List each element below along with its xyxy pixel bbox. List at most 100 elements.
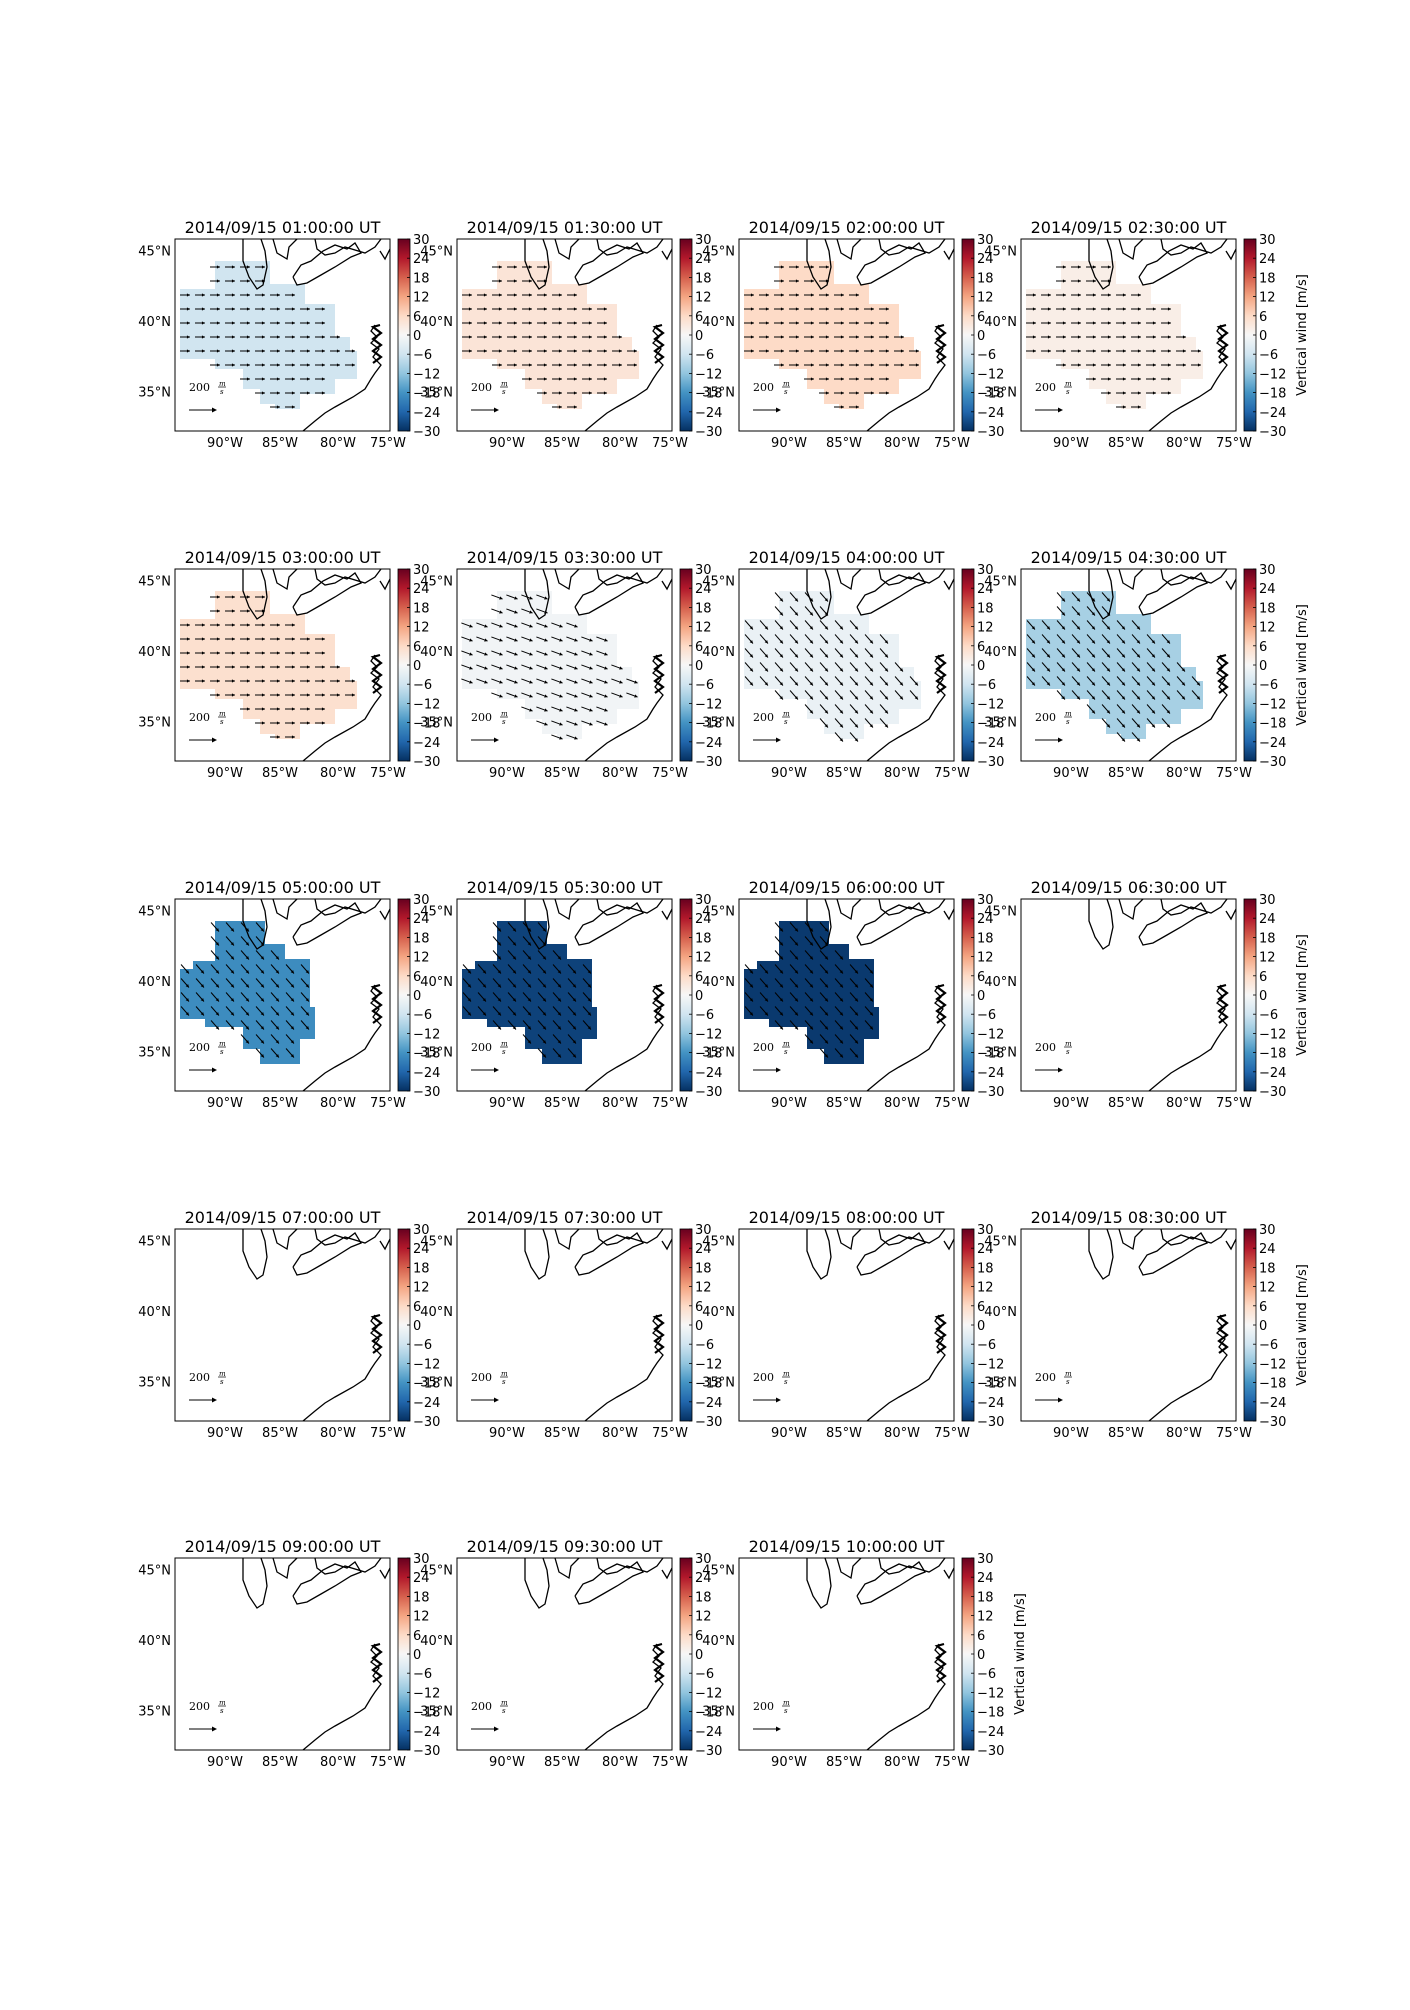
wind-arrow-head bbox=[543, 307, 547, 311]
wind-arrow-head bbox=[499, 666, 503, 670]
wind-arrow-head bbox=[483, 335, 487, 339]
colorbar-tick-label: 24 bbox=[977, 252, 994, 267]
colorbar-tick-label: 6 bbox=[977, 310, 985, 325]
wind-arrow-head bbox=[1046, 654, 1050, 658]
wind-arrow-head bbox=[794, 640, 798, 644]
wind-scale-number: 200 bbox=[189, 381, 210, 394]
wind-arrow-head bbox=[261, 391, 265, 395]
axes-frame bbox=[738, 568, 955, 762]
wind-arrow-head bbox=[1061, 640, 1065, 644]
wind-arrow-head bbox=[854, 682, 858, 686]
lat-tick-label: 40°N bbox=[420, 1305, 453, 1320]
wind-scale-key: 200 ms bbox=[753, 1699, 790, 1732]
lon-tick-label: 75°W bbox=[1216, 1426, 1252, 1441]
wind-arrow-head bbox=[527, 970, 531, 974]
colorbar-tick-label: 18 bbox=[695, 271, 712, 286]
colorbar-tick-label: 24 bbox=[413, 1571, 430, 1586]
wind-arrow-head bbox=[884, 696, 888, 700]
colorbar-tick-label: −30 bbox=[413, 1415, 440, 1430]
colorbar-tick-label: −18 bbox=[1259, 1377, 1286, 1392]
wind-arrow-head bbox=[779, 956, 783, 960]
colorbar-tick-label: 0 bbox=[977, 659, 985, 674]
wind-arrow-head bbox=[1106, 710, 1110, 714]
wind-arrow-head bbox=[1092, 279, 1096, 283]
wind-scale-unit: ms bbox=[1064, 1040, 1072, 1056]
colorbar-tick-label: 30 bbox=[977, 1552, 994, 1567]
wind-arrow-head bbox=[779, 984, 783, 988]
coastline bbox=[292, 1232, 362, 1276]
wind-arrow-head bbox=[230, 970, 234, 974]
wind-arrow-head bbox=[230, 928, 234, 932]
wind-arrow-head bbox=[514, 596, 518, 600]
wind-arrow-head bbox=[619, 694, 623, 698]
coastline bbox=[302, 324, 382, 431]
colorbar-tick-label: −6 bbox=[977, 678, 996, 693]
wind-arrow-head bbox=[573, 405, 577, 409]
wind-arrow-head bbox=[543, 377, 547, 381]
wind-arrow-head bbox=[245, 942, 249, 946]
wind-arrow-head bbox=[558, 321, 562, 325]
lat-tick-label: 35°N bbox=[138, 1375, 171, 1390]
wind-arrow-head bbox=[512, 1012, 516, 1016]
map-area bbox=[180, 239, 390, 431]
wind-arrow-head bbox=[499, 596, 503, 600]
wind-scale-arrow-head bbox=[776, 737, 781, 743]
wind-arrow-head bbox=[321, 321, 325, 325]
panel-title: 2014/09/15 08:00:00 UT bbox=[749, 1208, 945, 1227]
lon-tick-label: 85°W bbox=[826, 436, 862, 451]
wind-arrow-head bbox=[779, 612, 783, 616]
wind-scale-unit: ms bbox=[782, 1040, 790, 1056]
wind-arrow-head bbox=[469, 666, 473, 670]
wind-arrow-head bbox=[824, 970, 828, 974]
wind-arrow-head bbox=[1062, 349, 1066, 353]
wind-arrow-head bbox=[514, 624, 518, 628]
wind-arrow-head bbox=[854, 724, 858, 728]
wind-arrow-head bbox=[1182, 335, 1186, 339]
lat-tick-label: 40°N bbox=[420, 315, 453, 330]
wind-arrow-head bbox=[483, 349, 487, 353]
wind-arrow-head bbox=[869, 1012, 873, 1016]
wind-arrow-head bbox=[291, 707, 295, 711]
wind-arrow-head bbox=[1122, 391, 1126, 395]
wind-arrow-head bbox=[559, 666, 563, 670]
map-area bbox=[744, 239, 954, 431]
wind-arrow-head bbox=[1091, 682, 1095, 686]
wind-arrow-head bbox=[765, 349, 769, 353]
wind-arrow-head bbox=[1107, 335, 1111, 339]
wind-arrow-head bbox=[809, 654, 813, 658]
wind-arrow-head bbox=[469, 680, 473, 684]
vertical-wind-field bbox=[180, 591, 357, 739]
colorbar-label: Vertical wind [m/s] bbox=[1013, 1593, 1028, 1715]
colorbar-tick-label: 24 bbox=[695, 582, 712, 597]
colorbar-tick-label: −12 bbox=[977, 697, 1004, 712]
coastline bbox=[1160, 1229, 1228, 1246]
wind-arrow-head bbox=[884, 654, 888, 658]
lat-tick-label: 40°N bbox=[984, 315, 1017, 330]
wind-arrow-head bbox=[216, 595, 220, 599]
wind-arrow-head bbox=[749, 1012, 753, 1016]
wind-arrow-head bbox=[1092, 377, 1096, 381]
axes-frame bbox=[1020, 1228, 1237, 1422]
colorbar-tick-label: −30 bbox=[977, 1415, 1004, 1430]
wind-arrow-head bbox=[1121, 640, 1125, 644]
lon-tick-label: 85°W bbox=[1108, 436, 1144, 451]
wind-arrow-head bbox=[215, 984, 219, 988]
wind-arrow-head bbox=[1166, 696, 1170, 700]
wind-arrow-head bbox=[512, 970, 516, 974]
wind-scale-value: 200 bbox=[1035, 381, 1056, 394]
wind-arrow-head bbox=[216, 609, 220, 613]
wind-scale-unit: ms bbox=[782, 1699, 790, 1715]
wind-arrow-head bbox=[1047, 335, 1051, 339]
wind-unit-denominator: s bbox=[502, 1048, 506, 1056]
wind-arrow-head bbox=[1122, 335, 1126, 339]
wind-scale-arrow-head bbox=[776, 407, 781, 413]
coastline bbox=[379, 908, 390, 921]
wind-arrow-head bbox=[215, 998, 219, 1002]
colorbar-tick-label: 12 bbox=[1259, 951, 1276, 966]
wind-arrow-head bbox=[261, 721, 265, 725]
wind-arrow-head bbox=[794, 598, 798, 602]
wind-arrow-head bbox=[291, 293, 295, 297]
